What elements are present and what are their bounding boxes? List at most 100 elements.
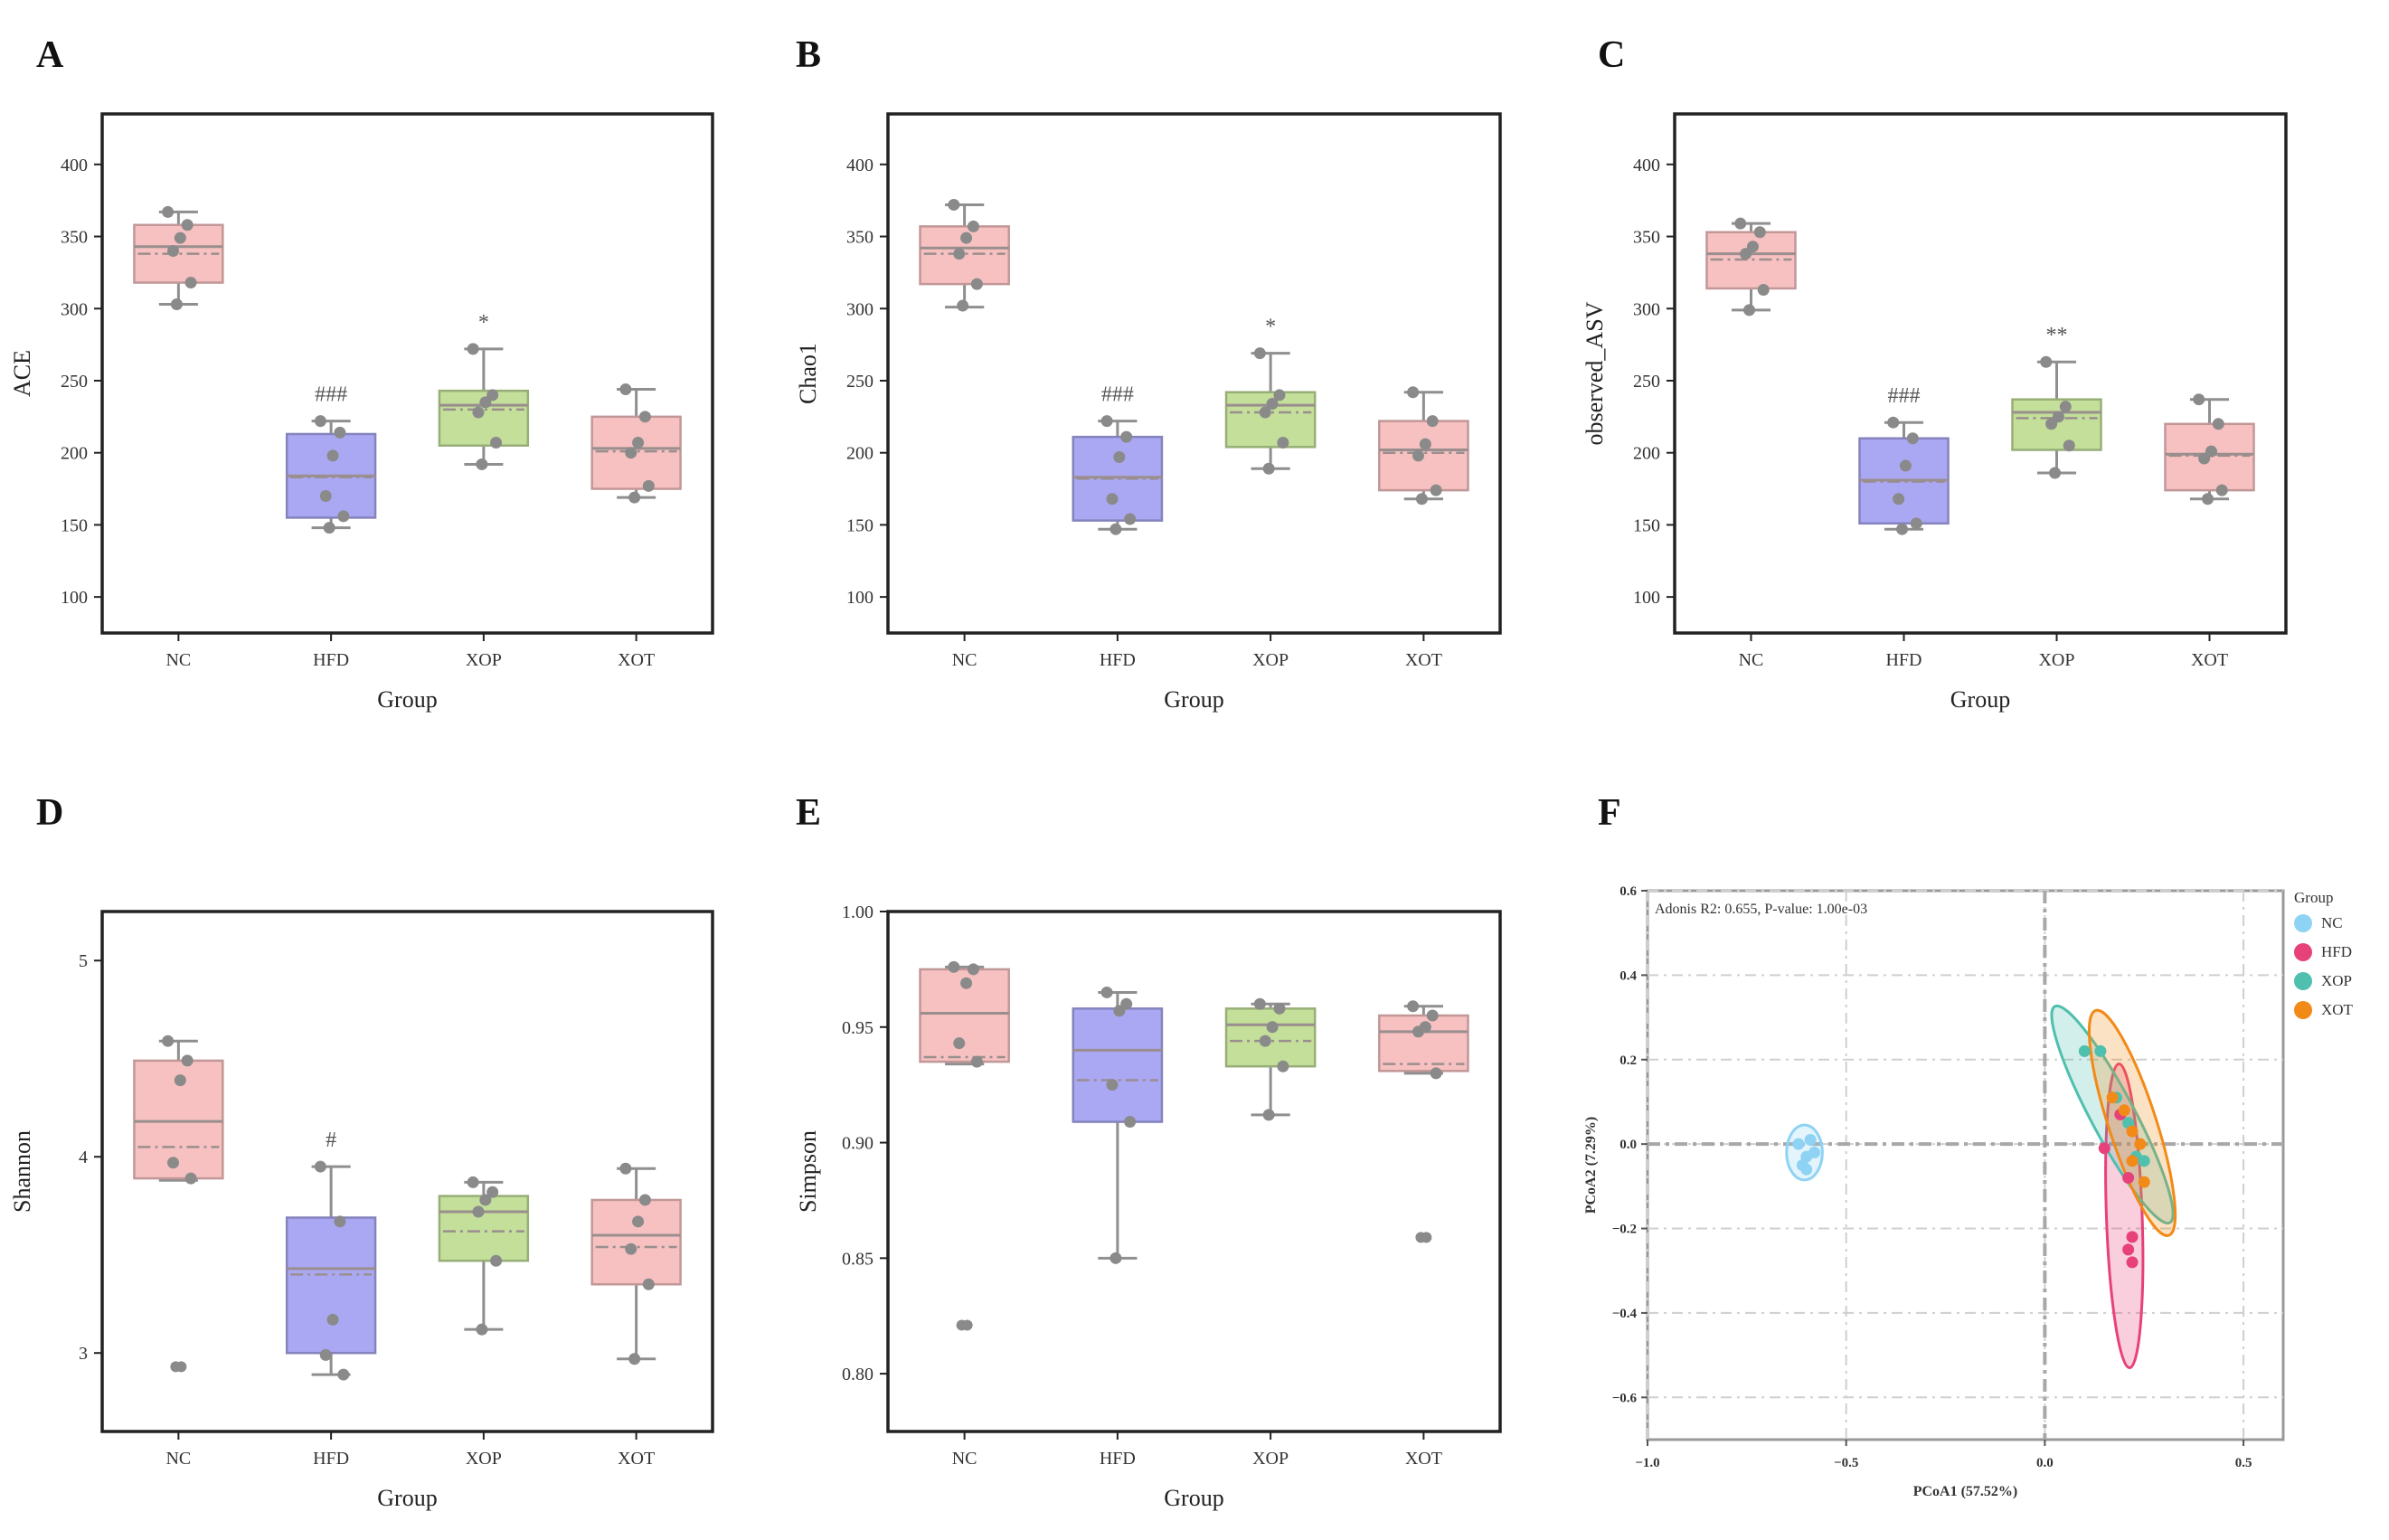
data-point [1893, 493, 1905, 505]
data-point [1277, 437, 1289, 449]
x-tick-label: XOP [466, 650, 502, 670]
point-hfd [2098, 1142, 2110, 1155]
x-tick-label: HFD [313, 1449, 349, 1469]
data-point [1740, 248, 1752, 260]
data-point [2193, 393, 2205, 406]
y-axis-label: observed_ASV [1582, 301, 1608, 445]
data-point [1273, 1002, 1286, 1015]
data-point [957, 299, 969, 312]
data-point [476, 1323, 488, 1336]
box-nc [1705, 217, 1797, 317]
data-point [1106, 1079, 1119, 1091]
data-point [1266, 397, 1279, 410]
box-xot [590, 383, 682, 504]
box-nc [919, 198, 1010, 312]
plot-frame [1673, 112, 2288, 635]
plot-D: 3 4 5 NC HFD XOP XOT Group Shannon # [9, 910, 714, 1511]
panel-label-B: B [796, 34, 821, 76]
point-xot [2126, 1125, 2139, 1138]
y-tick-label: 200 [1633, 444, 1660, 464]
plot-frame [100, 910, 714, 1433]
data-point [490, 1254, 503, 1267]
x-tick-label: 0.0 [2036, 1456, 2054, 1470]
y-tick-label: 0.0 [1619, 1138, 1637, 1152]
legend-title: Group [2294, 889, 2333, 906]
x-tick-label: HFD [1885, 650, 1922, 670]
significance-label: * [1265, 316, 1276, 339]
outlier-point [961, 1319, 973, 1331]
legend-label-xot: XOT [2321, 1001, 2354, 1018]
data-point [970, 278, 983, 290]
x-tick-label: XOT [2191, 650, 2228, 670]
box-xop [1224, 997, 1317, 1121]
data-point [948, 198, 960, 211]
panel-label-C: C [1598, 34, 1625, 76]
data-point [1753, 226, 1766, 239]
data-point [1110, 1252, 1122, 1264]
y-tick-label: 150 [1633, 515, 1660, 535]
data-point [467, 343, 479, 355]
data-point [638, 411, 651, 423]
y-tick-label: 0.4 [1619, 968, 1637, 983]
data-point [2198, 452, 2211, 465]
y-tick-label: 200 [846, 444, 873, 464]
box-nc [133, 205, 224, 310]
box-xop: ** [2011, 324, 2102, 479]
point-hfd [2122, 1243, 2135, 1256]
significance-label: * [478, 311, 489, 335]
x-tick-label: XOT [1405, 650, 1442, 670]
data-point [1113, 1005, 1126, 1017]
legend-marker-hfd [2294, 943, 2312, 961]
y-tick-label: 250 [61, 372, 88, 392]
data-point [1113, 450, 1126, 463]
data-point [1262, 462, 1275, 475]
y-tick-label: 0.90 [842, 1134, 873, 1154]
data-point [1100, 415, 1113, 428]
data-point [486, 389, 499, 402]
data-point [1426, 1009, 1439, 1022]
point-hfd [2126, 1256, 2139, 1269]
significance-label: ### [1101, 383, 1134, 407]
data-point [625, 447, 637, 459]
significance-label: ### [1888, 384, 1921, 408]
significance-label: ** [2046, 324, 2068, 347]
x-tick-label: XOT [618, 650, 655, 670]
plot-F: −1.0 −0.5 0.0 0.5 −0.6 −0.4 −0.2 0.0 0.2 0.4 0.6 PC… [1583, 884, 2354, 1499]
point-xop [2138, 1155, 2150, 1167]
point-nc [1808, 1146, 1821, 1158]
data-point [1412, 449, 1424, 462]
panel-label-D: D [36, 792, 63, 834]
panel-label-F: F [1598, 792, 1621, 834]
x-tick-label: XOT [1405, 1449, 1442, 1469]
y-tick-label: 350 [1633, 228, 1660, 248]
data-point [319, 1348, 332, 1361]
box-nc [133, 1035, 224, 1373]
y-tick-label: 100 [61, 588, 88, 608]
y-tick-label: −0.2 [1612, 1223, 1637, 1237]
data-point [628, 1353, 641, 1365]
data-point [1757, 284, 1770, 297]
point-xot [2106, 1091, 2119, 1104]
y-tick-label: 150 [61, 515, 88, 535]
x-axis-label: PCoA1 (57.52%) [1913, 1484, 2018, 1499]
point-xop [2078, 1044, 2091, 1057]
data-point [472, 406, 485, 419]
data-point [1100, 986, 1113, 998]
panel-label-E: E [796, 792, 821, 834]
data-point [1124, 513, 1137, 525]
y-tick-label: 250 [1633, 372, 1660, 392]
box-xot [590, 1162, 682, 1365]
data-point [1430, 1067, 1442, 1080]
data-point [1407, 1000, 1420, 1013]
box-xop: * [1224, 316, 1317, 475]
data-point [1106, 493, 1119, 505]
y-tick-label: 250 [846, 372, 873, 392]
x-tick-label: 0.5 [2235, 1456, 2252, 1470]
data-point [476, 458, 488, 470]
x-tick-label: XOP [1252, 650, 1289, 670]
y-tick-label: 200 [61, 444, 88, 464]
ellipse-hfd [2104, 1063, 2145, 1370]
outlier-point [175, 1361, 187, 1373]
data-point [1407, 386, 1420, 399]
